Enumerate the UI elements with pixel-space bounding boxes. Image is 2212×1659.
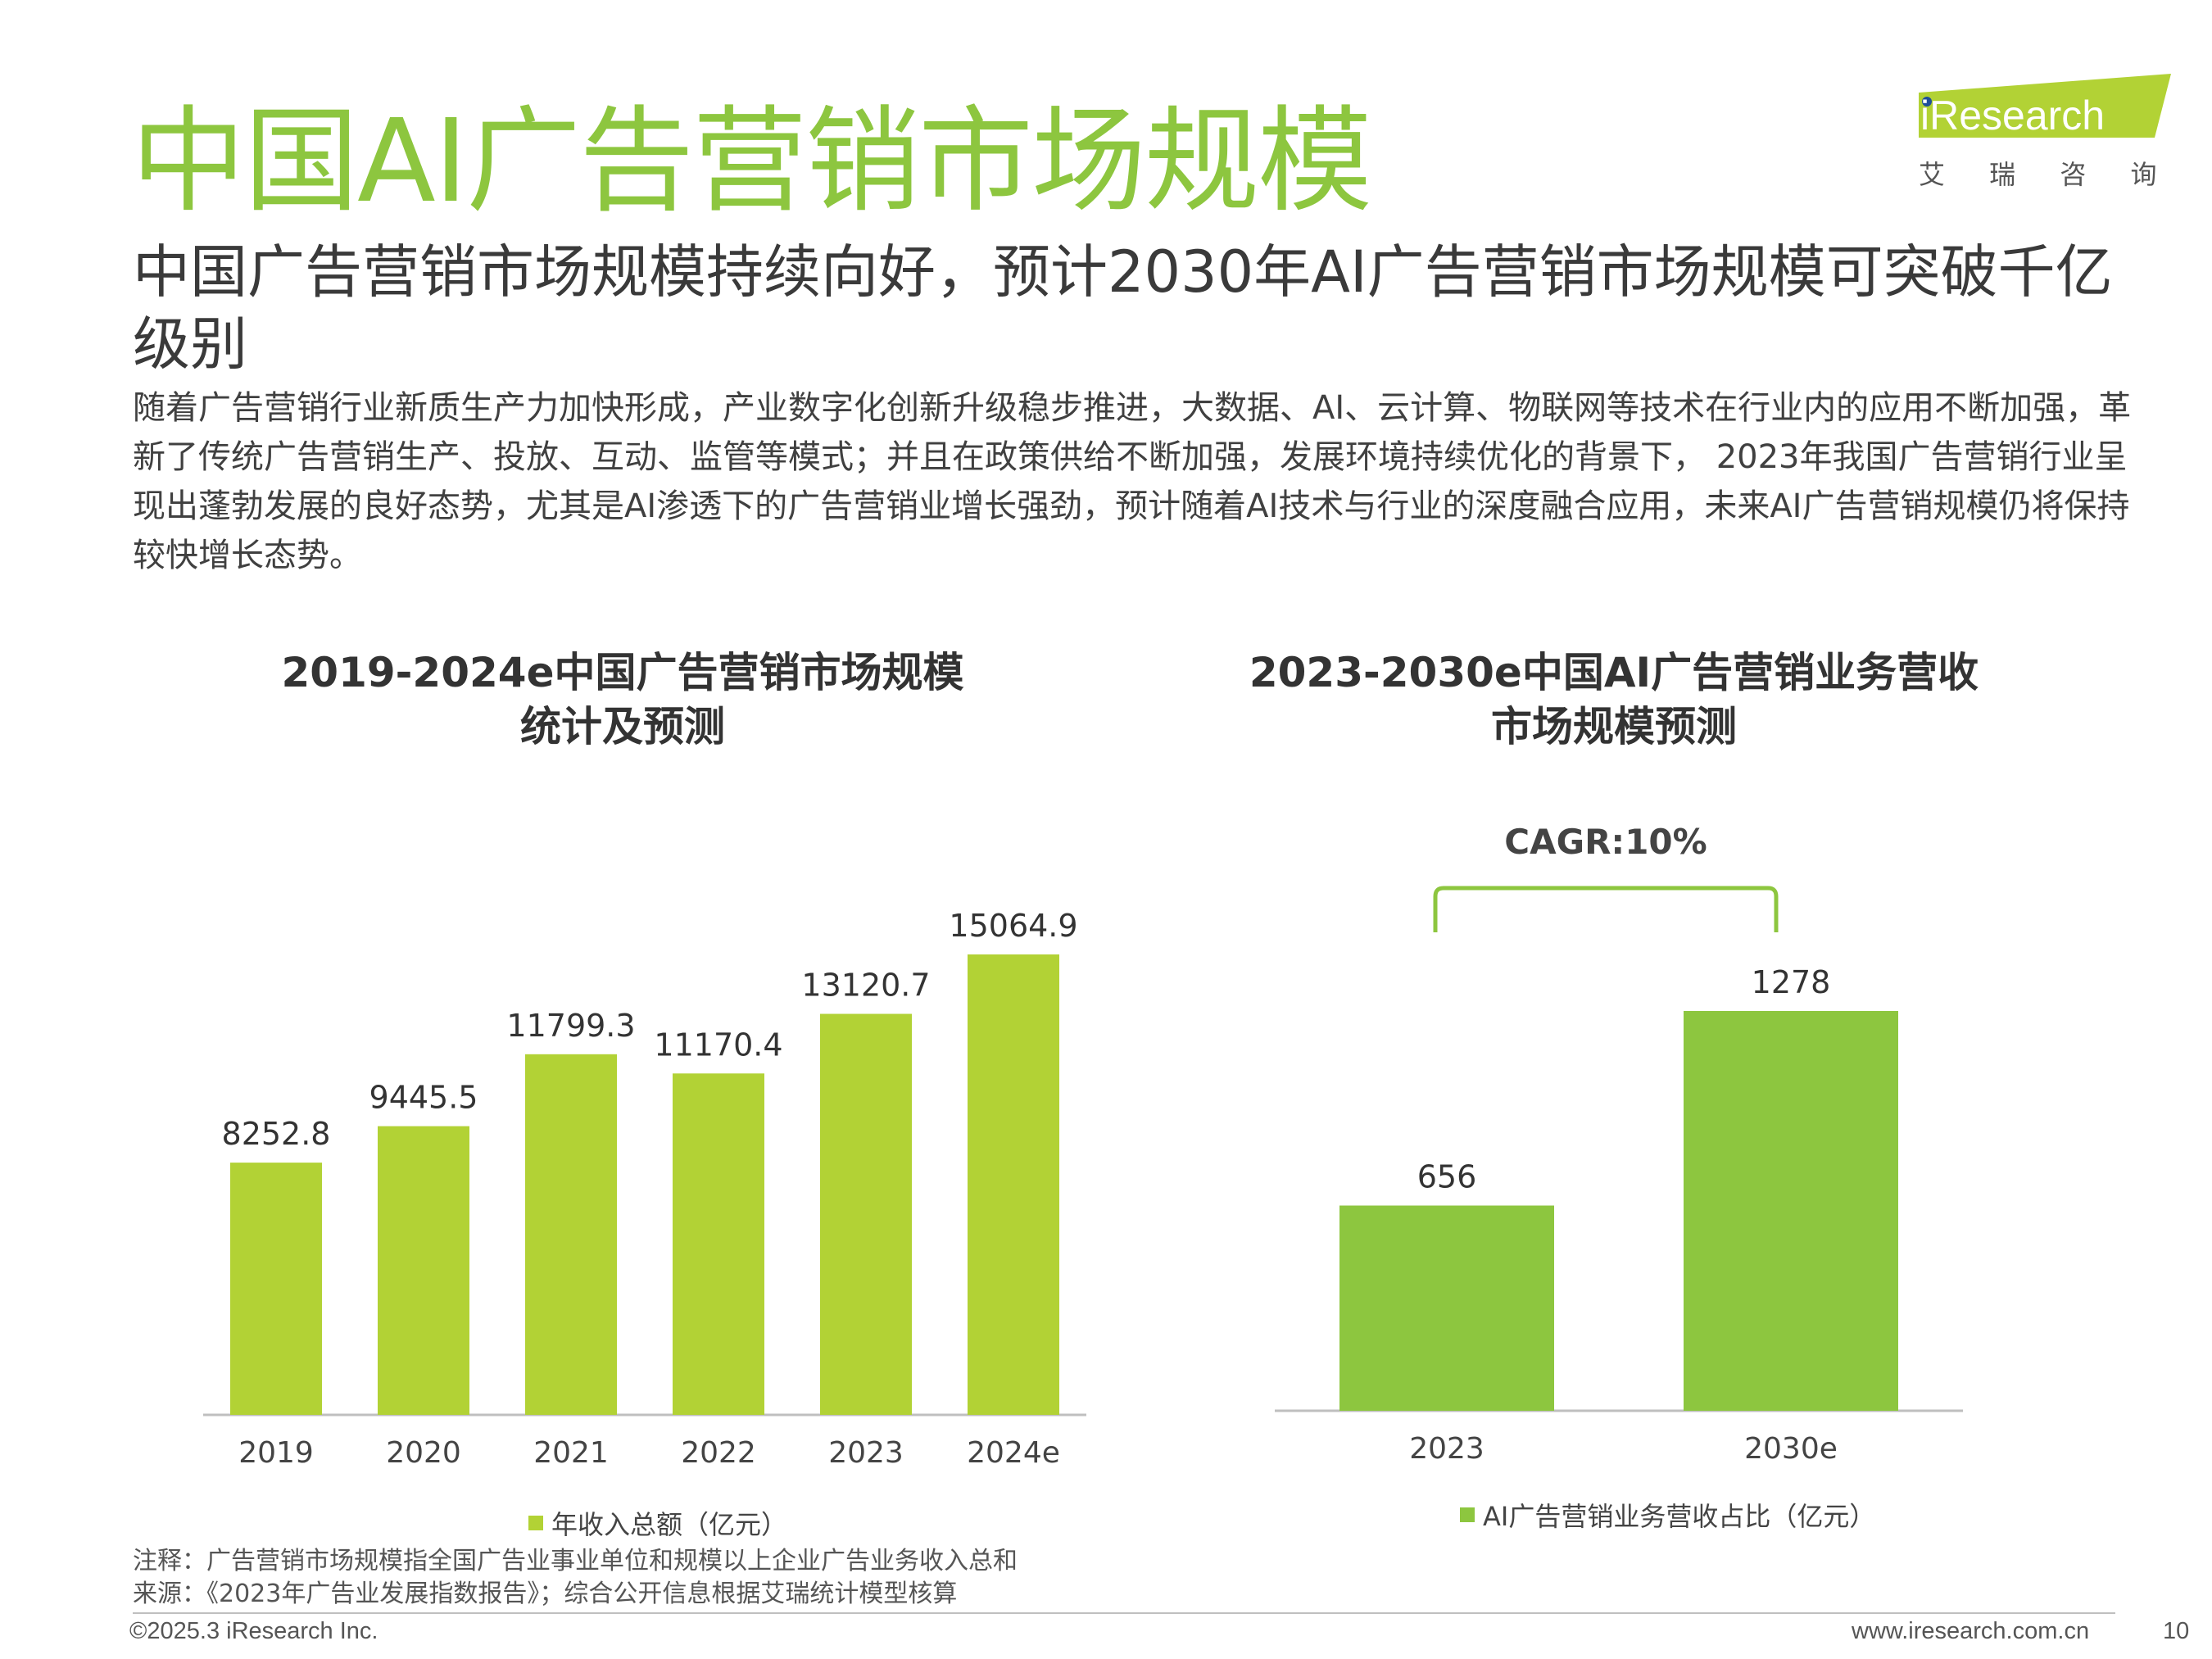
chart1-bar	[673, 1073, 764, 1415]
chart2-tick-label: 2030e	[1744, 1432, 1838, 1466]
iresearch-logo: iResearch 艾 瑞 咨 询	[1909, 72, 2179, 195]
chart1-legend-label: 年收入总额（亿元）	[551, 1509, 788, 1540]
page-subtitle: 中国广告营销市场规模持续向好，预计2030年AI广告营销市场规模可突破千亿级别	[133, 238, 2113, 378]
chart1-bar	[820, 1013, 912, 1415]
logo-graphic: iResearch 艾 瑞 咨 询	[1919, 74, 2175, 190]
footer-divider	[133, 1612, 2115, 1614]
chart1-tick-label: 2021	[533, 1436, 609, 1470]
copyright: ©2025.3 iResearch Inc.	[129, 1618, 378, 1644]
website-link[interactable]: www.iresearch.com.cn	[1852, 1618, 2090, 1644]
chart2-legend-label: AI广告营销业务营收占比（亿元）	[1483, 1501, 1876, 1532]
chart1-value-label: 9445.5	[369, 1080, 478, 1116]
chart1-tick-label: 2022	[681, 1436, 756, 1470]
chart1-title-line1: 2019-2024e中国广告营销市场规模	[281, 649, 964, 696]
chart1-title: 2019-2024e中国广告营销市场规模 统计及预测	[246, 646, 999, 754]
chart1-bar	[968, 954, 1059, 1415]
chart2-legend-swatch	[1460, 1507, 1475, 1522]
logo-brand-text: iResearch	[1920, 93, 2105, 138]
chart2-cagr-annotation: CAGR:10%	[1504, 822, 1707, 862]
chart2-value-label: 656	[1417, 1159, 1477, 1195]
chart1-value-label: 8252.8	[222, 1116, 331, 1152]
chart1-tick-label: 2020	[386, 1436, 461, 1470]
chart1-value-label: 15064.9	[949, 908, 1077, 944]
chart2-tick-label: 2023	[1409, 1432, 1484, 1466]
chart2-bar	[1684, 1011, 1898, 1411]
chart2-ai-market-size: 656 2023 1278 2030e CAGR:10%	[1275, 822, 1963, 1466]
chart2-bar	[1339, 1205, 1554, 1411]
chart1-title-line2: 统计及预测	[520, 703, 725, 750]
page-number: 10	[2163, 1618, 2190, 1644]
chart1-bar	[525, 1054, 617, 1415]
chart2-legend: AI广告营销业务营收占比（亿元）	[1460, 1496, 1875, 1534]
chart1-value-label: 11799.3	[506, 1008, 635, 1044]
page-title: 中国AI广告营销市场规模	[131, 95, 1372, 229]
logo-banner	[1919, 74, 2171, 138]
chart1-value-label: 13120.7	[801, 968, 930, 1004]
chart1-tick-label: 2019	[238, 1436, 314, 1470]
chart1-bar	[378, 1126, 469, 1415]
chart1-bar	[230, 1163, 322, 1415]
chart1-value-label: 11170.4	[654, 1027, 782, 1063]
chart1-legend-swatch	[528, 1516, 543, 1530]
source-note: 来源：《2023年广告业发展指数报告》；综合公开信息根据艾瑞统计模型核算	[133, 1580, 958, 1608]
chart2-title-line2: 市场规模预测	[1491, 703, 1737, 750]
chart2-cagr-bracket	[1433, 886, 1779, 932]
chart1-legend: 年收入总额（亿元）	[528, 1504, 787, 1542]
chart2-title: 2023-2030e中国AI广告营销业务营收 市场规模预测	[1213, 646, 2015, 754]
logo-dot	[1922, 97, 1932, 107]
chart1-market-size: 8252.8 2019 9445.5 2020 11799.3 2021 11170.4 20…	[203, 908, 1086, 1470]
chart2-value-label: 1278	[1752, 964, 1831, 1000]
footnote: 注释：广告营销市场规模指全国广告业事业单位和规模以上企业广告业务收入总和	[133, 1547, 1018, 1575]
chart2-title-line1: 2023-2030e中国AI广告营销业务营收	[1249, 649, 1979, 696]
chart1-tick-label: 2023	[828, 1436, 904, 1470]
logo-tagline: 艾 瑞 咨 询	[1919, 159, 2175, 190]
body-paragraph: 随着广告营销行业新质生产力加快形成，产业数字化创新升级稳步推进，大数据、AI、云…	[133, 389, 2132, 574]
chart1-tick-label: 2024e	[967, 1436, 1060, 1470]
